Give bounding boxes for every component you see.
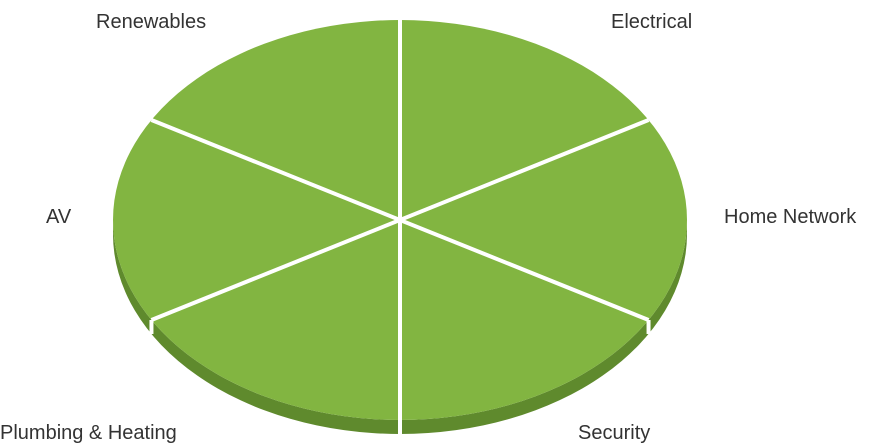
- label-security: Security: [578, 422, 651, 444]
- label-plumbing-heating: Plumbing & Heating: [0, 422, 177, 444]
- label-home-network: Home Network: [724, 206, 857, 228]
- label-electrical: Electrical: [611, 11, 693, 33]
- segment-divider: [150, 118, 650, 322]
- label-renewables: Renewables: [96, 11, 207, 33]
- label-av: AV: [46, 206, 72, 228]
